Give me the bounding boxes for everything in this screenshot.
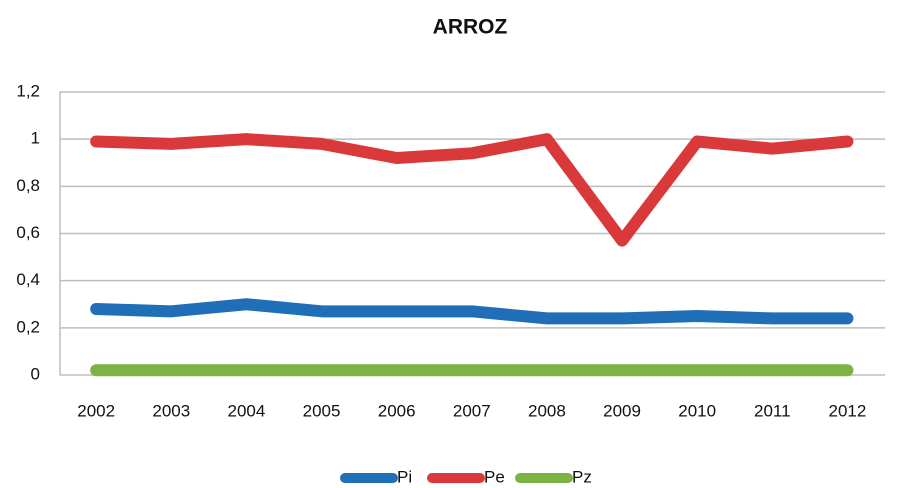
x-tick-label: 2004 bbox=[228, 401, 266, 420]
series-line bbox=[90, 133, 854, 247]
x-tick-label: 2009 bbox=[603, 401, 641, 420]
series-line bbox=[90, 298, 854, 325]
y-tick-label: 1,2 bbox=[16, 81, 40, 100]
legend-label: Pi bbox=[397, 467, 412, 486]
y-tick-label: 0,2 bbox=[16, 317, 40, 336]
y-tick-label: 0,6 bbox=[16, 223, 40, 242]
legend-label: Pz bbox=[572, 467, 592, 486]
x-tick-label: 2012 bbox=[829, 401, 867, 420]
x-tick-label: 2003 bbox=[152, 401, 190, 420]
x-tick-label: 2011 bbox=[754, 401, 791, 420]
legend-label: Pe bbox=[484, 467, 505, 486]
x-tick-label: 2010 bbox=[678, 401, 716, 420]
y-tick-label: 0 bbox=[31, 364, 40, 383]
x-tick-label: 2007 bbox=[453, 401, 491, 420]
y-tick-label: 0,4 bbox=[16, 270, 40, 289]
chart-title: ARROZ bbox=[433, 16, 508, 39]
x-tick-label: 2006 bbox=[378, 401, 416, 420]
x-tick-label: 2008 bbox=[528, 401, 566, 420]
y-tick-label: 0,8 bbox=[16, 176, 40, 195]
x-tick-label: 2005 bbox=[303, 401, 341, 420]
y-tick-label: 1 bbox=[31, 129, 40, 148]
x-tick-label: 2002 bbox=[77, 401, 115, 420]
